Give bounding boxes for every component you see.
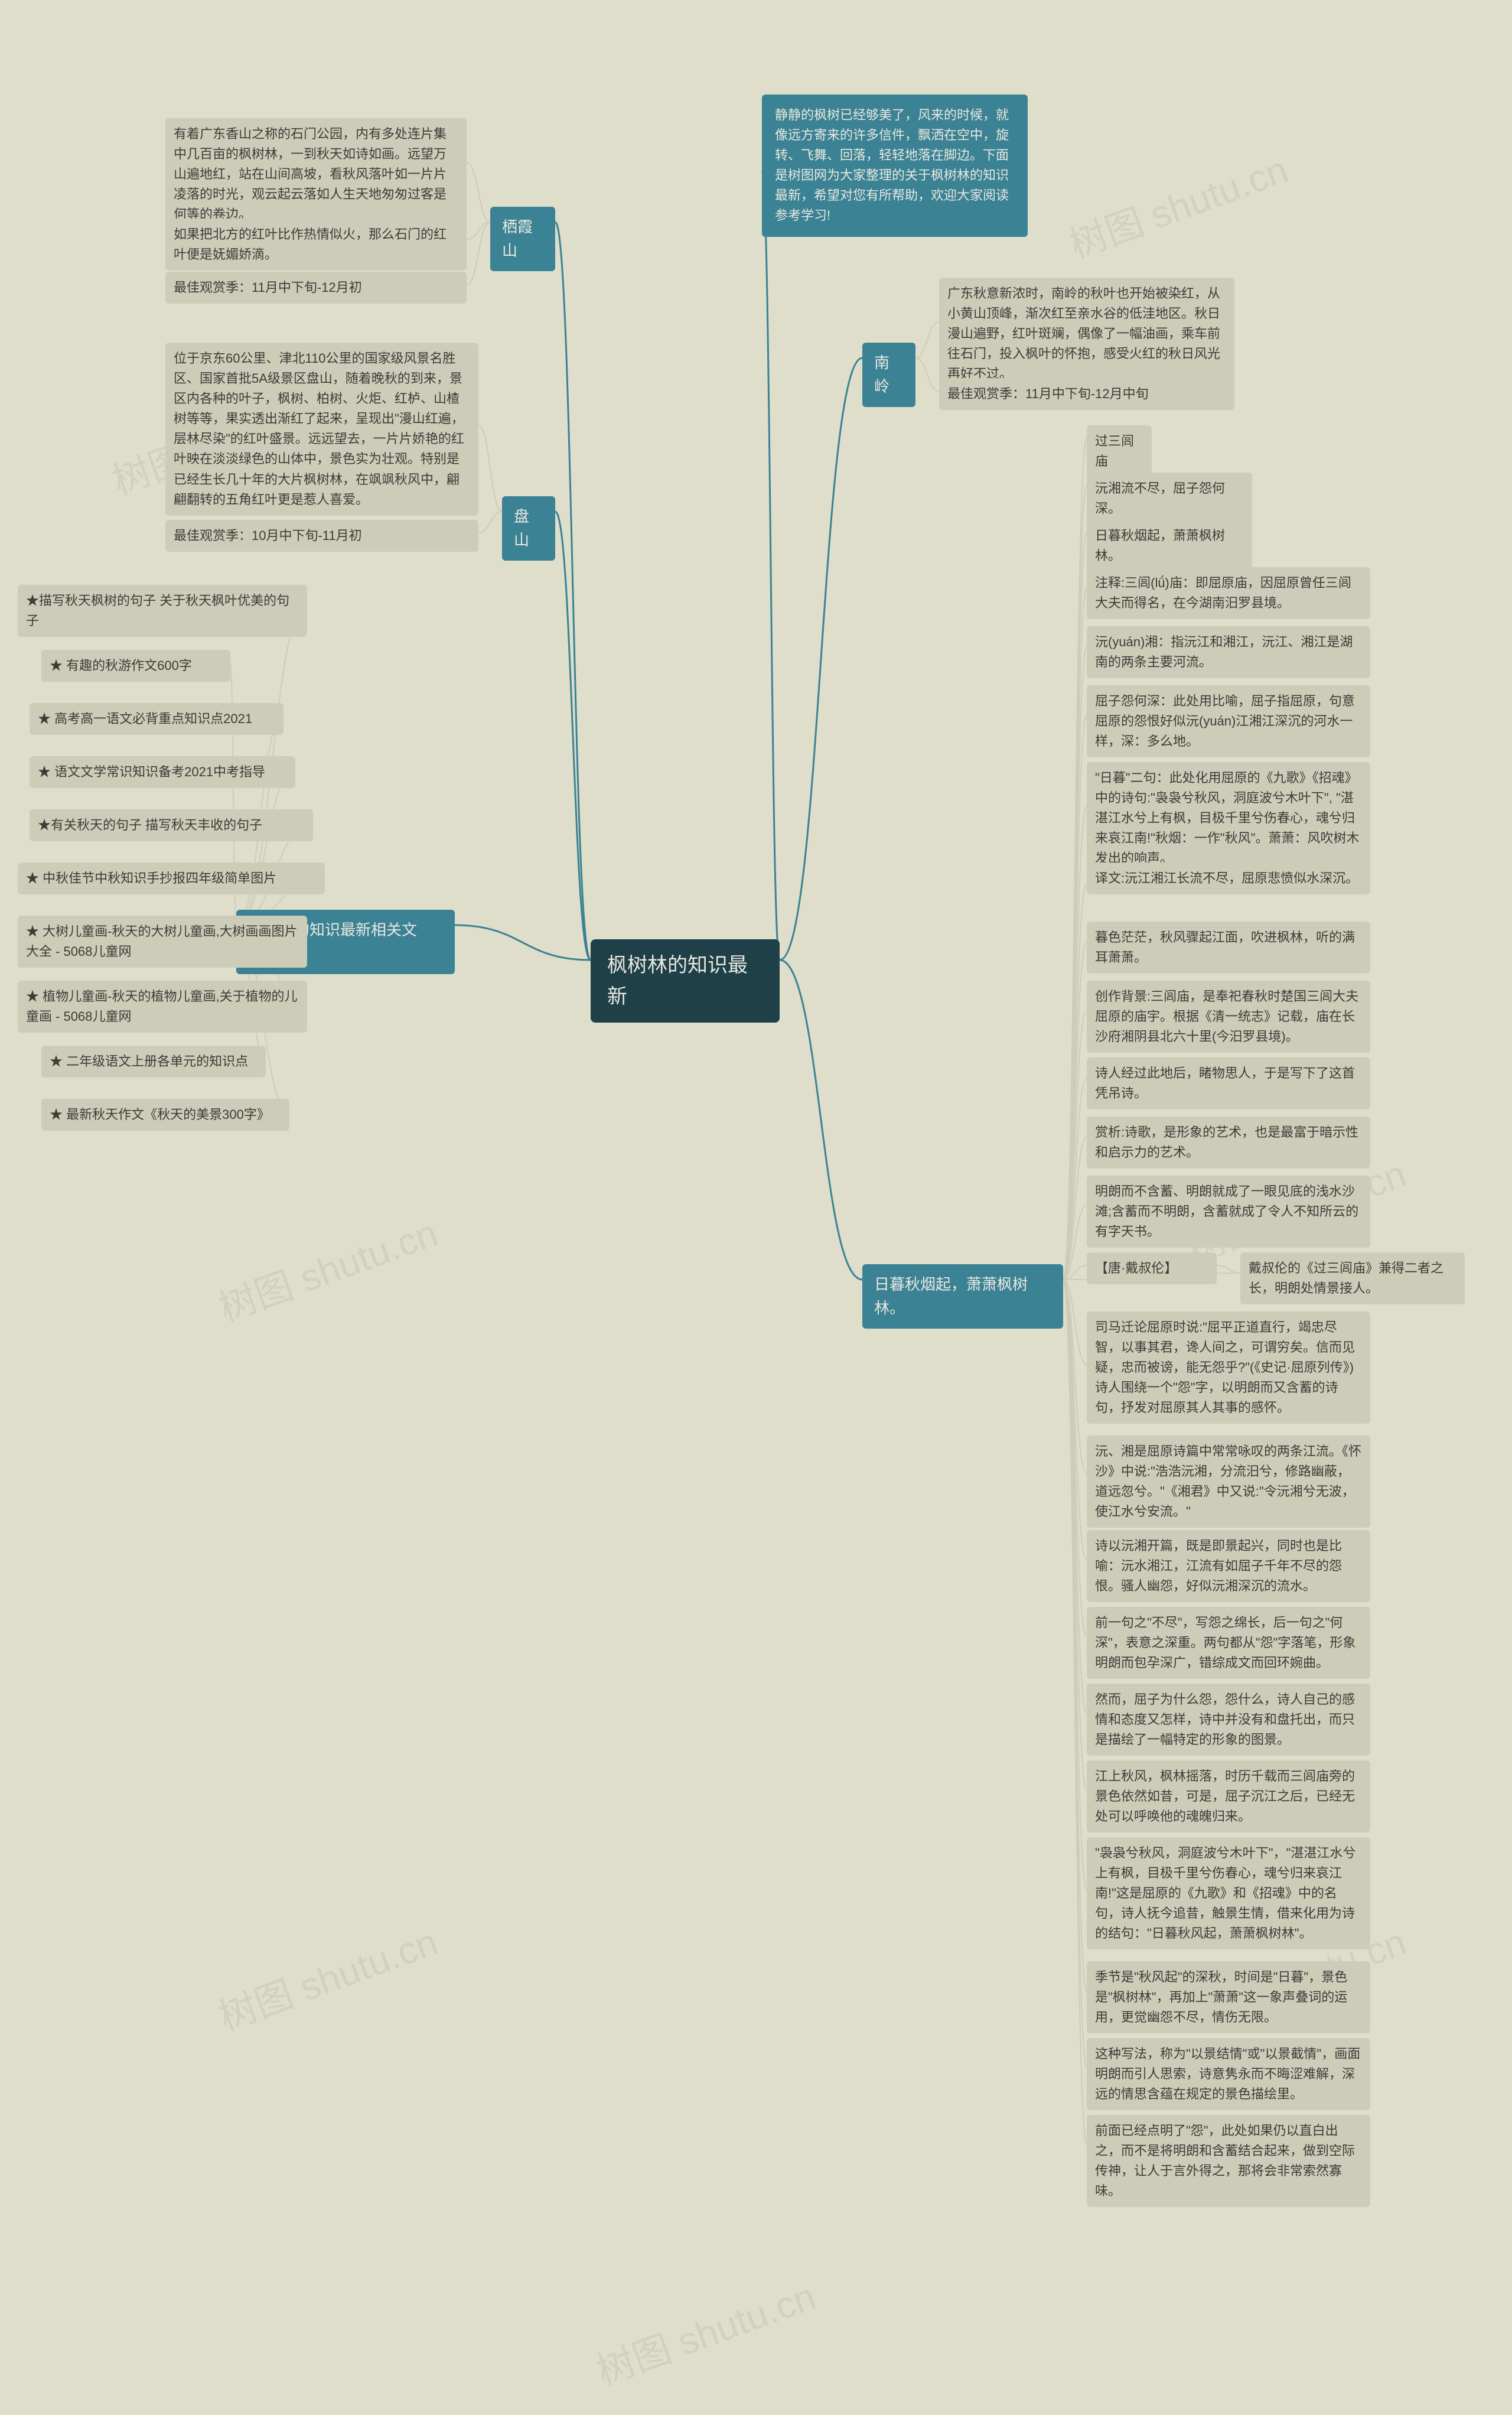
ps1-node: 位于京东60公里、津北110公里的国家级风景名胜区、国家首批5A级景区盘山，随着… [165,343,478,516]
xx3-node: 最佳观赏季：11月中下旬-12月初 [165,272,467,304]
a3-node: ★ 高考高一语文必背重点知识点2021 [30,703,284,735]
s5-node: 沅(yuán)湘：指沅江和湘江，沅江、湘江是湖南的两条主要河流。 [1087,626,1370,678]
a5-node: ★有关秋天的句子 描写秋天丰收的句子 [30,809,313,841]
a9-node: ★ 二年级语文上册各单元的知识点 [41,1046,266,1078]
a7-node: ★ 大树儿童画-秋天的大树儿童画,大树画画图片大全 - 5068儿童网 [18,916,307,968]
nl2-node: 最佳观赏季：11月中下旬-12月中旬 [939,378,1234,410]
s24-node: 这种写法，称为"以景结情"或"以景截情"，画面明朗而引人思索，诗意隽永而不晦涩难… [1087,2038,1370,2110]
s3-node: 日暮秋烟起，萧萧枫树林。 [1087,520,1252,572]
a4-node: ★ 语文文学常识知识备考2021中考指导 [30,756,295,788]
s17-node: 沅、湘是屈原诗篇中常常咏叹的两条江流。《怀沙》中说:"浩浩沅湘，分流汨兮，修路幽… [1087,1436,1370,1528]
nanling-node: 南岭 [862,343,915,407]
root-node: 枫树林的知识最新 [591,939,780,1023]
watermark: 树图 shutu.cn [210,1203,444,1332]
s13-node: 明朗而不含蓄、明朗就成了一眼见底的浅水沙滩;含蓄而不明朗，含蓄就成了令人不知所云… [1087,1176,1370,1248]
s23-node: 季节是"秋风起"的深秋，时间是"日暮"，景色是"枫树林"，再加上"萧萧"这一象声… [1087,1961,1370,2033]
ps2-node: 最佳观赏季：10月中下旬-11月初 [165,520,478,552]
intro-node: 静静的枫树已经够美了，风来的时候，就像远方寄来的许多信件，飘洒在空中，旋转、飞舞… [762,95,1028,237]
s4-node: 注释:三闾(lǘ)庙：即屈原庙，因屈原曾任三闾大夫而得名，在今湖南汨罗县境。 [1087,567,1370,619]
xiaxia-node: 栖霞山 [490,207,555,271]
xx2-node: 如果把北方的红叶比作热情似火，那么石门的红叶便是妩媚娇滴。 [165,219,467,271]
a8-node: ★ 植物儿童画-秋天的植物儿童画,关于植物的儿童画 - 5068儿童网 [18,981,307,1033]
s21-node: 江上秋风，枫林摇落，时历千载而三闾庙旁的景色依然如昔，可是，屈子沉江之后，已经无… [1087,1760,1370,1833]
watermark: 树图 shutu.cn [210,1912,444,2041]
s1-node: 过三闾庙 [1087,425,1152,477]
a2-node: ★ 有趣的秋游作文600字 [41,650,230,682]
s8-node: 译文:沅江湘江长流不尽，屈原悲愤似水深沉。 [1087,862,1370,894]
s2-node: 沅湘流不尽，屈子怨何深。 [1087,473,1252,525]
s14-node: 【唐·戴叔伦】 [1087,1252,1217,1284]
s11-node: 诗人经过此地后，睹物思人，于是写下了这首凭吊诗。 [1087,1057,1370,1109]
s7-node: "日暮"二句：此处化用屈原的《九歌》《招魂》中的诗句:"袅袅兮秋风，洞庭波兮木叶… [1087,762,1370,874]
s12-node: 赏析:诗歌，是形象的艺术，也是最富于暗示性和启示力的艺术。 [1087,1117,1370,1169]
s6-node: 屈子怨何深：此处用比喻，屈子指屈原，句意屈原的怨恨好似沅(yuán)江湘江深沉的… [1087,685,1370,757]
watermark: 树图 shutu.cn [588,2266,822,2396]
sunset-node: 日暮秋烟起，萧萧枫树林。 [862,1264,1063,1329]
s20-node: 然而，屈子为什么怨，怨什么，诗人自己的感情和态度又怎样，诗中并没有和盘托出，而只… [1087,1684,1370,1756]
xx1-node: 有着广东香山之称的石门公园，内有多处连片集中几百亩的枫树林，一到秋天如诗如画。远… [165,118,467,230]
s19-node: 前一句之"不尽"，写怨之绵长，后一句之"何深"，表意之深重。两句都从"怨"字落笔… [1087,1607,1370,1679]
s22-node: "袅袅兮秋风，洞庭波兮木叶下"，"湛湛江水兮上有枫，目极千里兮伤春心，魂兮归来哀… [1087,1837,1370,1949]
a10-node: ★ 最新秋天作文《秋天的美景300字》 [41,1099,289,1131]
a1-node: ★描写秋天枫树的句子 关于秋天枫叶优美的句子 [18,585,307,637]
panshan-node: 盘山 [502,496,555,561]
s18-node: 诗以沅湘开篇，既是即景起兴，同时也是比喻：沅水湘江，江流有如屈子千年不尽的怨恨。… [1087,1530,1370,1602]
s15-node: 戴叔伦的《过三闾庙》兼得二者之长，明朗处情景接人。 [1240,1252,1465,1304]
watermark: 树图 shutu.cn [1061,139,1295,269]
s9-node: 暮色茫茫，秋风骤起江面，吹进枫林，听的满耳萧萧。 [1087,922,1370,974]
s10-node: 创作背景:三闾庙，是奉祀春秋时楚国三闾大夫屈原的庙宇。根据《清一统志》记载，庙在… [1087,981,1370,1053]
nl1-node: 广东秋意新浓时，南岭的秋叶也开始被染红，从小黄山顶峰，渐次红至亲水谷的低洼地区。… [939,278,1234,390]
a6-node: ★ 中秋佳节中秋知识手抄报四年级简单图片 [18,862,325,894]
s16-node: 司马迁论屈原时说:"屈平正道直行，竭忠尽智，以事其君，谗人间之，可谓穷矣。信而见… [1087,1311,1370,1424]
s25-node: 前面已经点明了"怨"，此处如果仍以直白出之，而不是将明朗和含蓄结合起来，做到空际… [1087,2115,1370,2207]
